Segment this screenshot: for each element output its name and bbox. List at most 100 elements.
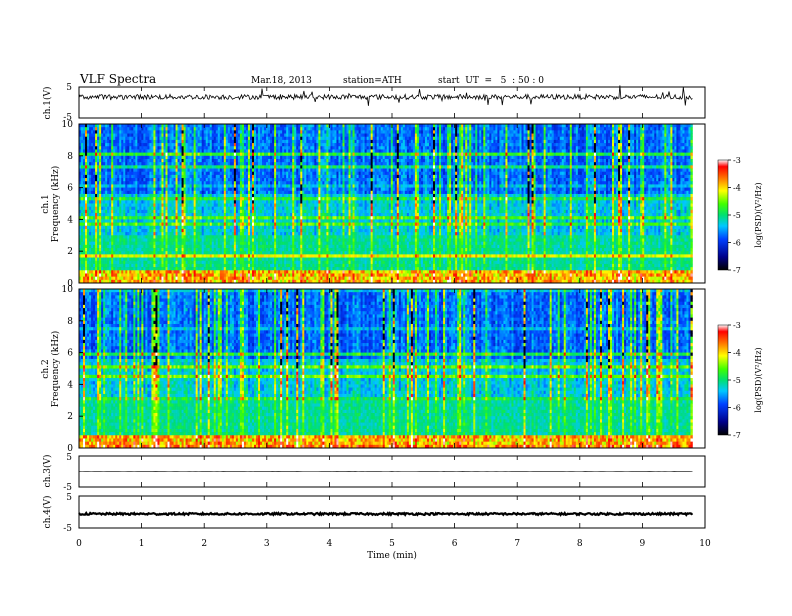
spec-cell (125, 124, 127, 127)
spec-cell (145, 134, 147, 137)
spec-cell (566, 137, 568, 140)
spec-cell (129, 130, 131, 133)
spec-cell (176, 137, 178, 140)
spec-cell (188, 130, 190, 133)
spec-cell (165, 127, 167, 130)
spec-cell (357, 134, 359, 137)
spec-cell (314, 127, 316, 130)
spec-cell (497, 130, 499, 133)
spec-cell (371, 130, 373, 133)
spec-cell (232, 134, 234, 137)
spec-cell (288, 134, 290, 137)
spec-cell (345, 127, 347, 130)
spec-cell (666, 134, 668, 137)
spec-cell (345, 134, 347, 137)
spec-cell (686, 127, 688, 130)
spec-cell (662, 130, 664, 133)
spec-cell (190, 130, 192, 133)
spec-cell (252, 130, 254, 133)
spec-cell (485, 137, 487, 140)
spec-cell (202, 127, 204, 130)
spec-cell (439, 127, 441, 130)
spec-cell (127, 134, 129, 137)
spec-cell (469, 127, 471, 130)
spec-cell (383, 134, 385, 137)
spec-cell (644, 127, 646, 130)
spec-cell (254, 130, 256, 133)
spec-cell (429, 127, 431, 130)
spec-cell (228, 130, 230, 133)
spec-cell (125, 134, 127, 137)
spec-cell (340, 137, 342, 140)
spec-cell (596, 137, 598, 140)
spec-cell (117, 127, 119, 130)
spec-cell (427, 130, 429, 133)
spec-cell (614, 137, 616, 140)
spec-cell (656, 134, 658, 137)
spec-cell (409, 130, 411, 133)
spec-cell (688, 134, 690, 137)
spec-cell (143, 134, 145, 137)
spec-cell (228, 124, 230, 127)
spec-cell (163, 127, 165, 130)
spec-cell (503, 130, 505, 133)
spec-cell (302, 127, 304, 130)
spec-cell (405, 124, 407, 127)
spec-cell (168, 137, 170, 140)
spec-cell (447, 137, 449, 140)
spec-cell (576, 130, 578, 133)
spec-cell (485, 124, 487, 127)
spec-cell (507, 130, 509, 133)
spec-cell (198, 134, 200, 137)
spec-cell (383, 130, 385, 133)
spec-cell (634, 124, 636, 127)
spec-cell (501, 130, 503, 133)
spec-cell (117, 130, 119, 133)
spec-cell (407, 134, 409, 137)
spec-cell (373, 137, 375, 140)
spec-cell (332, 130, 334, 133)
spec-cell (610, 134, 612, 137)
spec-cell (513, 134, 515, 137)
spec-cell (566, 130, 568, 133)
spec-cell (503, 134, 505, 137)
spec-cell (111, 137, 113, 140)
spec-cell (580, 130, 582, 133)
spec-cell (624, 124, 626, 127)
spec-cell (133, 124, 135, 127)
spec-cell (389, 134, 391, 137)
spec-cell (180, 134, 182, 137)
spec-cell (632, 137, 634, 140)
spec-cell (308, 130, 310, 133)
spec-cell (650, 130, 652, 133)
spec-cell (588, 124, 590, 127)
spec-cell (103, 134, 105, 137)
spec-cell (538, 134, 540, 137)
spec-cell (85, 137, 87, 140)
spec-cell (304, 130, 306, 133)
spec-cell (353, 127, 355, 130)
spec-cell (353, 134, 355, 137)
spec-cell (240, 127, 242, 130)
spec-cell (499, 124, 501, 127)
spec-cell (256, 137, 258, 140)
spec-cell (564, 137, 566, 140)
spec-cell (298, 134, 300, 137)
spec-cell (636, 134, 638, 137)
spec-cell (157, 124, 159, 127)
spec-cell (542, 130, 544, 133)
spec-cell (230, 127, 232, 130)
spec-cell (107, 134, 109, 137)
spec-cell (198, 124, 200, 127)
spec-cell (544, 137, 546, 140)
spec-cell (316, 134, 318, 137)
spec-cell (526, 127, 528, 130)
spec-cell (324, 127, 326, 130)
spec-cell (322, 137, 324, 140)
spec-cell (515, 134, 517, 137)
spec-cell (89, 127, 91, 130)
spec-cell (558, 137, 560, 140)
spec-cell (499, 127, 501, 130)
spec-cell (316, 127, 318, 130)
figure-title: VLF Spectra (79, 72, 156, 86)
